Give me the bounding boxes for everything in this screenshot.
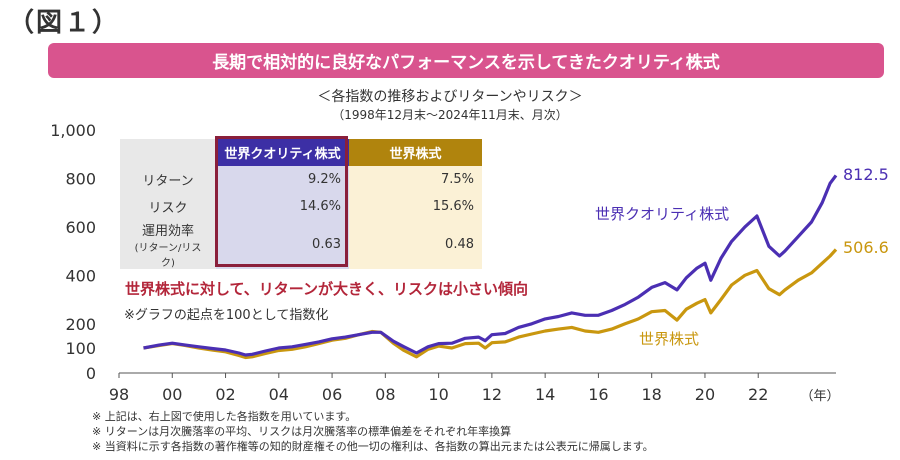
- x-axis-unit: （年）: [800, 389, 839, 404]
- stats-table: 世界クオリティ株式 世界株式 リターン 9.2% 7.5% リスク 14.6% …: [120, 139, 482, 269]
- end-value-quality: 812.5: [843, 165, 889, 184]
- footnote-2: ※ リターンは月次騰落率の平均、リスクは月次騰落率の標準偏差をそれぞれ年率換算: [92, 425, 512, 438]
- chart-subtitle: ＜各指数の推移およびリターンやリスク＞: [317, 89, 583, 105]
- x-tick-label: 06: [322, 385, 342, 404]
- row-label-return: リターン: [120, 166, 216, 193]
- x-tick-label: 02: [215, 385, 235, 404]
- return-world: 7.5%: [349, 166, 482, 193]
- risk-quality: 14.6%: [216, 193, 349, 220]
- risk-world: 15.6%: [349, 193, 482, 220]
- x-tick-label: 12: [482, 385, 502, 404]
- series-line-world: [143, 248, 838, 360]
- banner-title: 長期で相対的に良好なパフォーマンスを示してきたクオリティ株式: [48, 43, 884, 78]
- stats-header-row: 世界クオリティ株式 世界株式: [120, 139, 482, 166]
- header-quality: 世界クオリティ株式: [216, 139, 349, 166]
- end-value-world: 506.6: [843, 238, 889, 257]
- x-tick-label: 10: [428, 385, 448, 404]
- footnotes: ※ 上記は、右上図で使用した各指数を用いています。 ※ リターンは月次騰落率の平…: [92, 409, 654, 454]
- x-tick-label: 98: [109, 385, 129, 404]
- x-tick-label: 16: [588, 385, 608, 404]
- footnote-3: ※ 当資料に示す各指数の著作権等の知的財産権その他一切の権利は、各指数の算出元ま…: [92, 440, 654, 453]
- x-tick-label: 08: [375, 385, 395, 404]
- header-world: 世界株式: [349, 139, 482, 166]
- x-tick-label: 20: [695, 385, 715, 404]
- y-tick-label: 600: [65, 218, 96, 237]
- x-tick-label: 14: [535, 385, 555, 404]
- quality-column-highlight: [215, 136, 348, 267]
- return-quality: 9.2%: [216, 166, 349, 193]
- y-tick-label: 400: [65, 266, 96, 285]
- stats-row-efficiency: 運用効率 (リターン/リスク) 0.63 0.48: [120, 220, 482, 269]
- efficiency-sublabel: (リターン/リスク): [134, 243, 202, 269]
- efficiency-world: 0.48: [349, 220, 482, 269]
- chart-period: （1998年12月末～2024年11月末、月次）: [332, 108, 568, 122]
- callout-text: 世界株式に対して、リターンが大きく、リスクは小さい傾向: [125, 280, 529, 298]
- y-tick-label: 100: [65, 339, 96, 358]
- stats-row-risk: リスク 14.6% 15.6%: [120, 193, 482, 220]
- y-tick-label: 1,000: [50, 121, 96, 140]
- efficiency-label: 運用効率: [141, 224, 194, 239]
- x-tick-label: 22: [748, 385, 768, 404]
- footnote-1: ※ 上記は、右上図で使用した各指数を用いています。: [92, 410, 357, 423]
- y-tick-label: 800: [65, 169, 96, 188]
- x-tick-label: 04: [269, 385, 289, 404]
- stats-corner: [120, 139, 216, 166]
- row-label-efficiency: 運用効率 (リターン/リスク): [120, 220, 216, 269]
- row-label-risk: リスク: [120, 193, 216, 220]
- series-label-world: 世界株式: [639, 330, 699, 348]
- index-note: ※グラフの起点を100として指数化: [124, 308, 329, 323]
- figure-label: （図１）: [8, 8, 121, 38]
- series-line-quality: [143, 174, 838, 357]
- series-label-quality: 世界クオリティ株式: [595, 205, 729, 223]
- efficiency-quality: 0.63: [216, 220, 349, 269]
- y-tick-label: 0: [86, 364, 96, 383]
- x-tick-label: 00: [162, 385, 182, 404]
- stats-row-return: リターン 9.2% 7.5%: [120, 166, 482, 193]
- y-tick-label: 200: [65, 315, 96, 334]
- x-tick-label: 18: [642, 385, 662, 404]
